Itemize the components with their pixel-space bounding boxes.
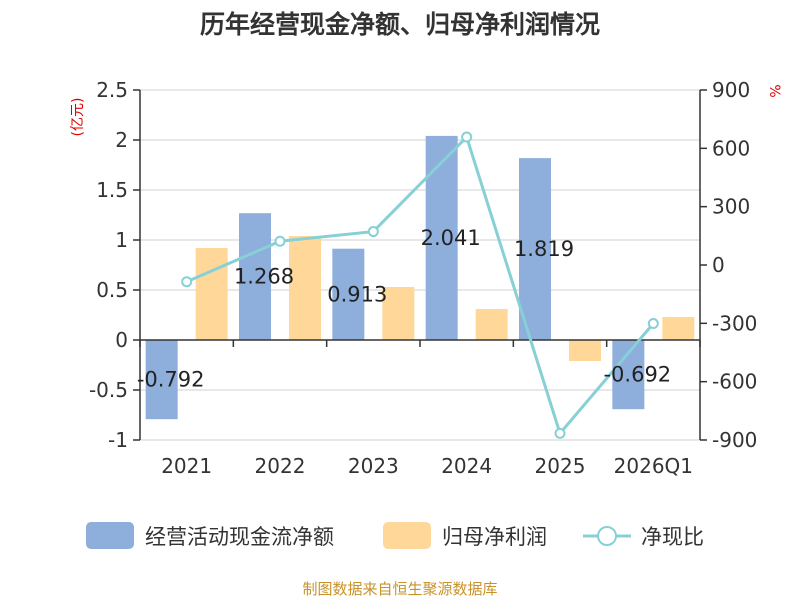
legend-label-ratio: 净现比 [641, 525, 704, 549]
left-tick-label: -0.5 [89, 378, 128, 402]
x-tick-label: 2025 [535, 454, 586, 478]
left-tick-label: 1 [115, 228, 128, 252]
left-tick-label: 0 [115, 328, 128, 352]
cashflow-bar [145, 340, 178, 420]
cashflow-bar [519, 158, 551, 340]
cashflow-data-label: -0.792 [137, 368, 205, 392]
left-tick-label: -1 [108, 428, 128, 452]
ratio-point [181, 276, 193, 288]
left-axis-unit: (亿元) [70, 98, 86, 137]
ratio-point [274, 235, 286, 247]
net-profit-bar [195, 248, 228, 340]
cashflow-bar [425, 135, 458, 340]
legend: 经营活动现金流净额 归母净利润 净现比 [86, 522, 704, 549]
left-tick-label: 2.5 [96, 78, 128, 102]
right-tick-label: -600 [712, 370, 757, 394]
source-note: 制图数据来自恒生聚源数据库 [302, 580, 497, 598]
cashflow-bar [239, 213, 271, 340]
legend-label-net-profit: 归母净利润 [442, 525, 547, 549]
right-tick-label: 0 [712, 253, 725, 277]
right-tick-label: -900 [712, 428, 757, 452]
right-tick-label: -300 [712, 311, 757, 335]
cashflow-data-label: 1.268 [234, 265, 294, 289]
net-profit-bar [569, 340, 601, 361]
left-tick-label: 1.5 [96, 178, 128, 202]
ratio-point [367, 226, 379, 238]
right-axis-unit: % [766, 84, 782, 97]
legend-label-cashflow: 经营活动现金流净额 [145, 525, 334, 549]
legend-swatch-ratio-marker [597, 526, 617, 546]
x-tick-label: 2022 [255, 454, 306, 478]
net-profit-bar [382, 287, 415, 340]
legend-swatch-net-profit [383, 522, 431, 549]
ratio-point [461, 131, 473, 143]
data-labels: -0.792 1.268 0.913 2.041 1.819 -0.692 [137, 226, 671, 392]
ratio-series-line [186, 134, 655, 437]
cashflow-bar [332, 248, 365, 340]
axes: 2.5 2 1.5 1 0.5 0 -0.5 -1 900 600 300 0 -300 -600 -900… [89, 78, 757, 478]
x-tick-label: 2026Q1 [614, 454, 693, 478]
cashflow-data-label: 2.041 [421, 226, 481, 250]
cashflow-data-label: 0.913 [327, 282, 387, 306]
right-tick-label: 900 [712, 78, 750, 102]
x-tick-label: 2023 [348, 454, 399, 478]
cashflow-data-label: -0.692 [603, 363, 671, 387]
left-tick-label: 2 [115, 128, 128, 152]
x-tick-label: 2024 [441, 454, 492, 478]
net-profit-bar [475, 309, 508, 340]
right-tick-label: 600 [712, 136, 750, 160]
legend-swatch-cashflow [86, 522, 134, 549]
left-tick-label: 0.5 [96, 278, 128, 302]
ratio-point [647, 318, 659, 330]
right-tick-label: 300 [712, 195, 750, 219]
ratio-point [554, 427, 566, 439]
bars [145, 135, 695, 420]
cashflow-data-label: 1.819 [514, 237, 574, 261]
chart-title: 历年经营现金净额、归母净利润情况 [200, 10, 600, 39]
net-profit-bar [289, 236, 321, 340]
ratio-line [181, 131, 659, 439]
x-tick-label: 2021 [161, 454, 212, 478]
net-profit-bar [662, 317, 695, 340]
